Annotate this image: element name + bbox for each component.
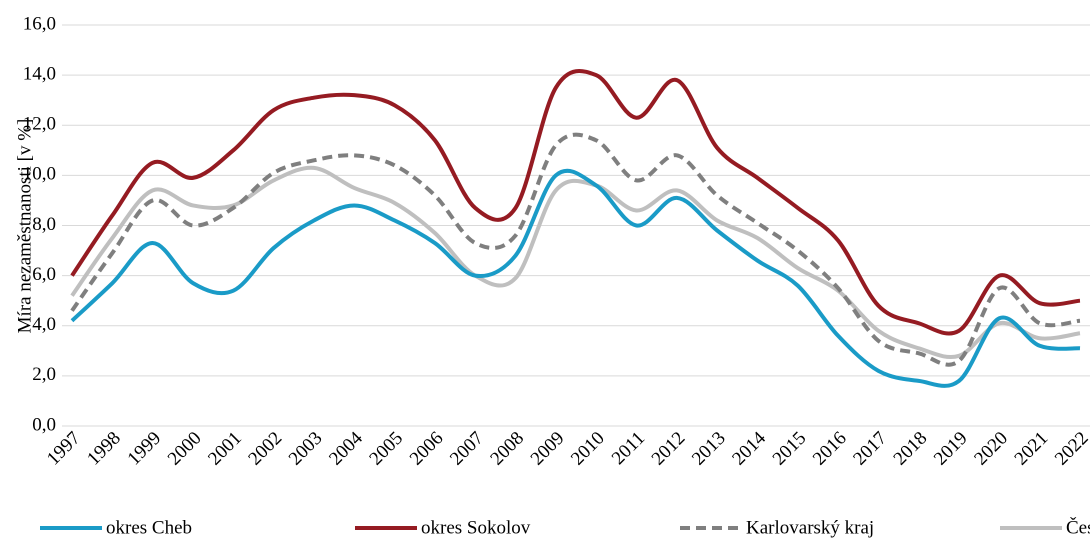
x-tick-label: 2013: [688, 428, 730, 470]
x-tick-label: 2011: [608, 428, 649, 469]
legend-label: Karlovarský kraj: [746, 517, 874, 538]
x-tick-label: 2017: [849, 428, 891, 470]
x-tick-label: 2007: [446, 428, 488, 470]
x-tick-label: 2019: [930, 428, 972, 470]
x-tick-label: 2000: [164, 428, 206, 470]
x-tick-label: 2015: [769, 428, 811, 470]
y-tick-label: 14,0: [23, 63, 56, 84]
x-tick-label: 2008: [486, 428, 528, 470]
y-tick-label: 6,0: [32, 264, 56, 285]
x-tick-label: 2020: [970, 428, 1012, 470]
x-tick-label: 2012: [648, 428, 690, 470]
x-tick-label: 2022: [1051, 428, 1090, 470]
x-tick-label: 2016: [809, 428, 851, 470]
y-tick-label: 0,0: [32, 414, 56, 435]
line-series: [70, 69, 1081, 336]
y-tick-label: 12,0: [23, 114, 56, 135]
legend-label: okres Sokolov: [421, 517, 531, 538]
line-series: [70, 168, 1081, 388]
x-tick-label: 1999: [124, 428, 166, 470]
x-tick-label: 2009: [527, 428, 569, 470]
x-tick-label: 2003: [285, 428, 327, 470]
legend-label: okres Cheb: [106, 517, 192, 538]
x-tick-label: 2001: [204, 428, 246, 470]
x-tick-label: 1998: [83, 428, 125, 470]
y-tick-label: 8,0: [32, 214, 56, 235]
x-tick-label: 2014: [728, 427, 770, 469]
line-series: [70, 132, 1081, 367]
x-tick-label: 2005: [365, 428, 407, 470]
x-tick-label: 2018: [890, 428, 932, 470]
legend-label: Česko: [1066, 516, 1090, 538]
x-tick-label: 2021: [1011, 428, 1053, 470]
y-tick-label: 4,0: [32, 314, 56, 335]
y-tick-label: 2,0: [32, 364, 56, 385]
y-tick-label: 16,0: [23, 13, 56, 34]
x-tick-label: 2010: [567, 428, 609, 470]
x-tick-label: 2006: [406, 428, 448, 470]
y-axis-label: Míra nezaměstnanosti [v %]: [14, 119, 35, 334]
y-tick-label: 10,0: [23, 164, 56, 185]
x-tick-label: 2004: [325, 427, 367, 469]
line-series: [70, 165, 1081, 359]
x-tick-label: 2002: [244, 428, 286, 470]
